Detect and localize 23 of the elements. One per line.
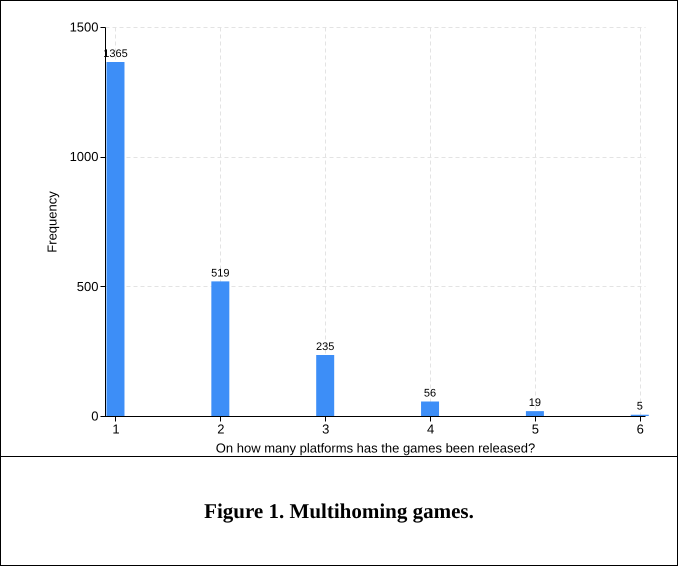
x-tick-label: 5 [532,422,540,436]
bar [526,411,544,416]
data-label: 5 [636,400,643,413]
bar [211,281,230,416]
y-axis-title: Frequency [44,190,60,253]
caption: Figure 1. Multihoming games. [1,456,677,566]
y-tick-label: 500 [76,278,98,294]
y-tick-label: 0 [91,408,98,424]
y-tick-label: 1500 [70,20,98,34]
x-axis-title: On how many platforms has the games been released? [216,440,536,456]
data-label: 19 [528,397,542,410]
x-tick-label: 3 [322,422,330,436]
x-tick-label: 1 [112,422,120,436]
x-tick-label: 2 [217,422,224,436]
data-label: 519 [211,267,230,280]
data-label: 235 [316,341,334,354]
y-tick-label: 1000 [70,149,98,164]
data-label: 56 [424,387,436,400]
x-tick-label: 4 [426,422,434,436]
bar [316,355,334,416]
bar [106,62,124,416]
x-tick-label: 6 [636,422,644,436]
bar [421,401,440,416]
